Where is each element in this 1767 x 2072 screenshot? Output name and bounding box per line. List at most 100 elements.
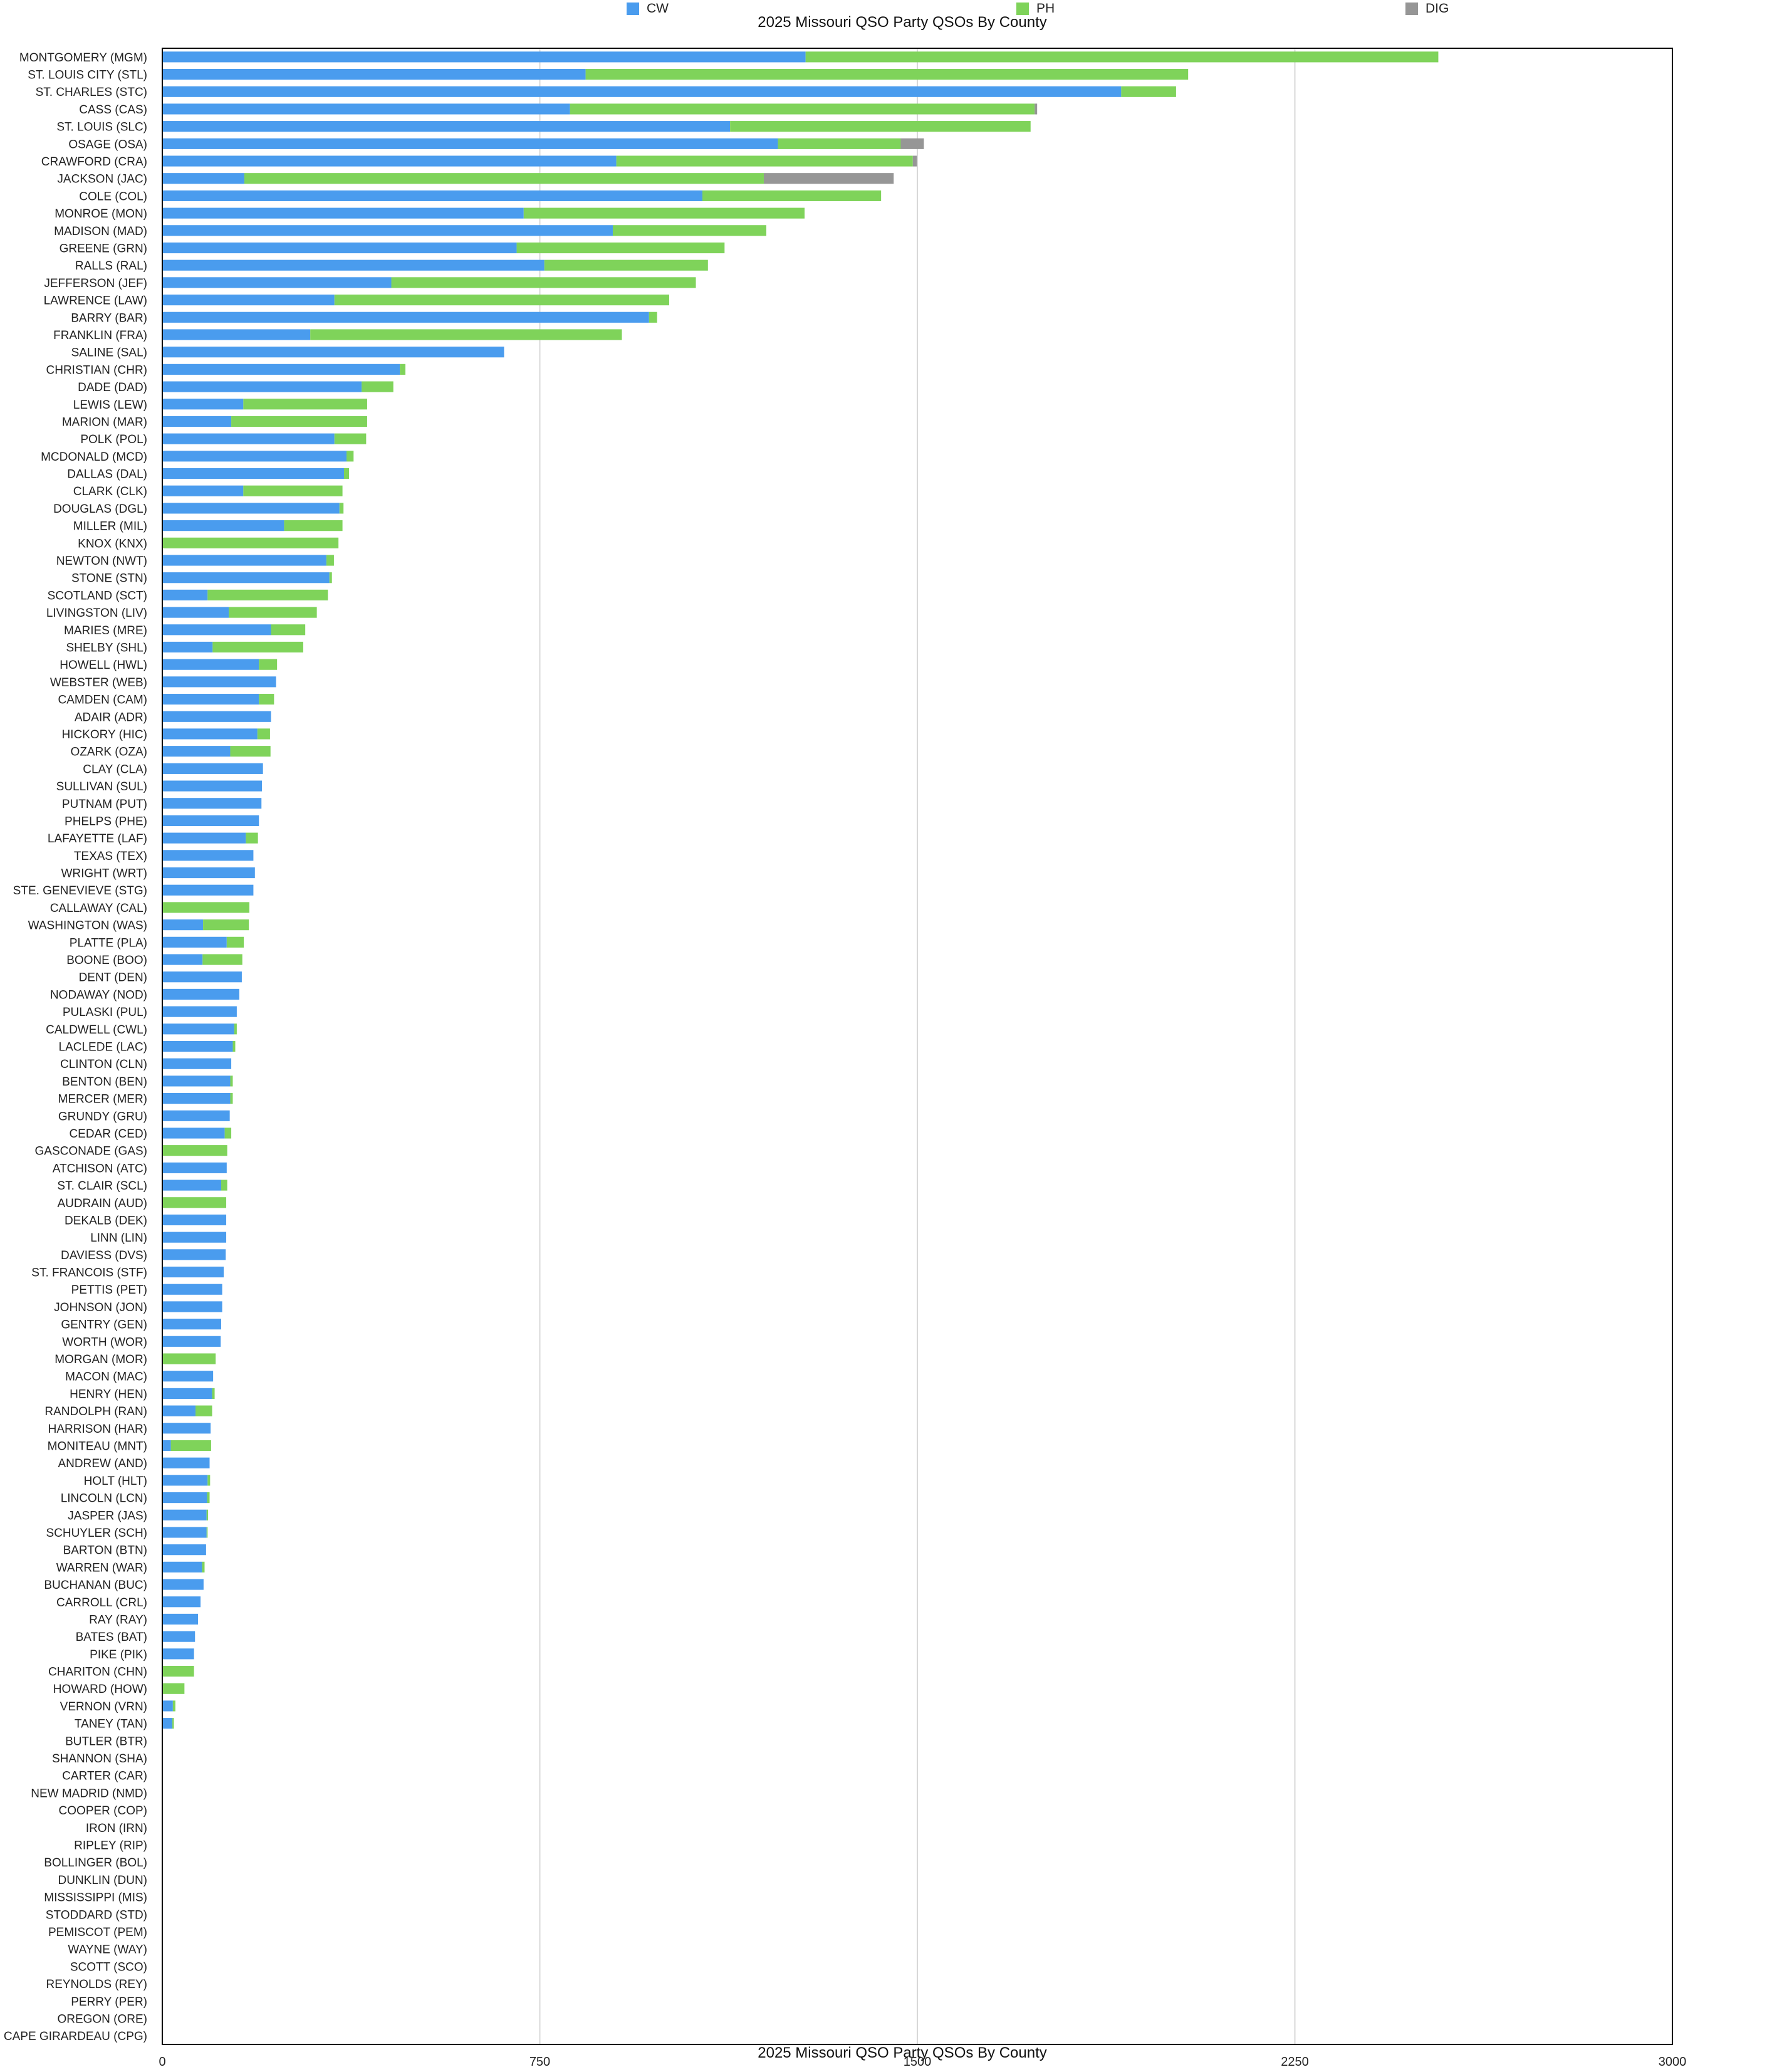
- category-label: MISSISSIPPI (MIS): [44, 1891, 147, 1905]
- category-label: SALINE (SAL): [71, 347, 147, 360]
- bar-cw-70: [162, 1266, 224, 1278]
- category-label: BOLLINGER (BOL): [44, 1856, 147, 1870]
- category-label: JACKSON (JAC): [57, 173, 147, 186]
- category-label: GRUNDY (GRU): [58, 1110, 147, 1123]
- bar-ph-50: [203, 919, 249, 931]
- bar-ph-9: [523, 207, 805, 219]
- bar-cw-42: [162, 780, 263, 792]
- category-label: JOHNSON (JON): [54, 1301, 147, 1314]
- bar-cw-21: [162, 416, 232, 427]
- category-label: BOONE (BOO): [66, 954, 147, 967]
- category-label: PETTIS (PET): [71, 1284, 147, 1297]
- bar-cw-64: [162, 1162, 227, 1173]
- bar-cw-34: [162, 641, 213, 653]
- category-labels: MONTGOMERY (MGM) ST. LOUIS CITY (STL) ST. …: [4, 51, 147, 2043]
- bar-cw-0: [162, 51, 806, 63]
- bar-ph-13: [391, 277, 696, 288]
- bar-ph-39: [257, 728, 270, 740]
- category-label: MORGAN (MOR): [55, 1353, 147, 1366]
- bar-cw-1: [162, 68, 586, 80]
- category-label: HOLT (HLT): [84, 1475, 147, 1488]
- category-label: DALLAS (DAL): [67, 468, 147, 481]
- bar-cw-46: [162, 850, 254, 861]
- bar-ph-25: [243, 485, 343, 496]
- bar-cw-24: [162, 468, 345, 479]
- category-label: COOPER (COP): [59, 1804, 147, 1818]
- category-label: OZARK (OZA): [71, 746, 147, 759]
- category-label: CLINTON (CLN): [60, 1058, 147, 1071]
- bar-cw-91: [162, 1631, 195, 1642]
- category-label: ST. CHARLES (STC): [36, 86, 147, 99]
- bar-ph-75: [162, 1353, 216, 1364]
- bar-cw-74: [162, 1336, 221, 1347]
- category-label: TEXAS (TEX): [74, 850, 147, 863]
- category-label: OREGON (ORE): [57, 2012, 147, 2026]
- bar-ph-0: [805, 51, 1439, 63]
- category-label: KNOX (KNX): [78, 537, 147, 550]
- category-label: ST. LOUIS (SLC): [56, 121, 147, 134]
- bar-cw-78: [162, 1405, 196, 1416]
- category-label: ST. CLAIR (SCL): [57, 1180, 147, 1193]
- bar-ph-26: [339, 503, 344, 514]
- legend-label-cw: CW: [647, 1, 669, 16]
- legend-item-cw[interactable]: CW: [627, 0, 669, 18]
- x-tick-labels: 0 750 1500 2250 3000: [159, 2055, 1686, 2069]
- bar-cw-83: [162, 1492, 207, 1504]
- bar-cw-68: [162, 1232, 227, 1243]
- category-label: BUTLER (BTR): [65, 1735, 147, 1748]
- bar-ph-60: [230, 1093, 233, 1104]
- bar-cw-17: [162, 347, 504, 358]
- bar-cw-85: [162, 1527, 207, 1538]
- bar-ph-12: [544, 259, 708, 271]
- legend-item-ph[interactable]: PH: [1016, 0, 1055, 18]
- plot-frame: [162, 48, 1673, 2045]
- bar-ph-33: [271, 624, 306, 636]
- bar-ph-32: [229, 607, 317, 618]
- category-label: SCOTLAND (SCT): [48, 589, 147, 602]
- category-label: CAMDEN (CAM): [58, 694, 148, 707]
- category-label: ST. FRANCOIS (STF): [31, 1267, 147, 1280]
- category-label: GREENE (GRN): [60, 243, 147, 256]
- category-label: CASS (CAS): [79, 103, 147, 117]
- category-label: MCDONALD (MCD): [41, 451, 147, 464]
- bar-cw-95: [162, 1700, 173, 1712]
- category-label: GASCONADE (GAS): [35, 1145, 147, 1158]
- category-label: HARRISON (HAR): [48, 1423, 147, 1436]
- category-label: LACLEDE (LAC): [59, 1041, 148, 1054]
- category-label: MACON (MAC): [65, 1371, 147, 1384]
- bar-cw-54: [162, 988, 239, 1000]
- category-label: GENTRY (GEN): [61, 1319, 147, 1332]
- category-label: TANEY (TAN): [75, 1718, 147, 1731]
- bar-ph-66: [162, 1197, 227, 1208]
- bar-ph-51: [226, 936, 244, 948]
- bar-ph-35: [259, 659, 278, 670]
- legend-item-dig[interactable]: DIG: [1405, 0, 1449, 18]
- bar-cw-25: [162, 485, 244, 496]
- bar-cw-18: [162, 364, 400, 375]
- bar-ph-65: [221, 1180, 227, 1191]
- category-label: MONTGOMERY (MGM): [19, 51, 147, 65]
- bar-cw-13: [162, 277, 392, 288]
- category-label: HOWARD (HOW): [53, 1683, 147, 1696]
- category-label: CLARK (CLK): [73, 485, 147, 498]
- bar-cw-44: [162, 815, 259, 827]
- bar-ph-3: [570, 103, 1035, 115]
- bar-cw-19: [162, 381, 362, 392]
- bar-cw-38: [162, 711, 271, 722]
- category-label: STODDARD (STD): [46, 1908, 147, 1922]
- category-label: ATCHISON (ATC): [53, 1162, 147, 1175]
- bar-cw-47: [162, 867, 255, 879]
- bar-cw-72: [162, 1301, 222, 1312]
- category-label: CHARITON (CHN): [48, 1666, 147, 1679]
- bar-ph-37: [259, 694, 274, 705]
- bar-cw-89: [162, 1596, 201, 1608]
- category-label: DOUGLAS (DGL): [53, 503, 147, 516]
- category-label: HOWELL (HWL): [60, 659, 147, 672]
- bar-cw-65: [162, 1180, 221, 1191]
- bar-cw-30: [162, 572, 330, 583]
- x-tick-label-750: 750: [529, 2055, 550, 2069]
- category-label: CALLAWAY (CAL): [50, 902, 147, 915]
- category-label: HICKORY (HIC): [61, 728, 147, 741]
- bar-cw-67: [162, 1214, 227, 1226]
